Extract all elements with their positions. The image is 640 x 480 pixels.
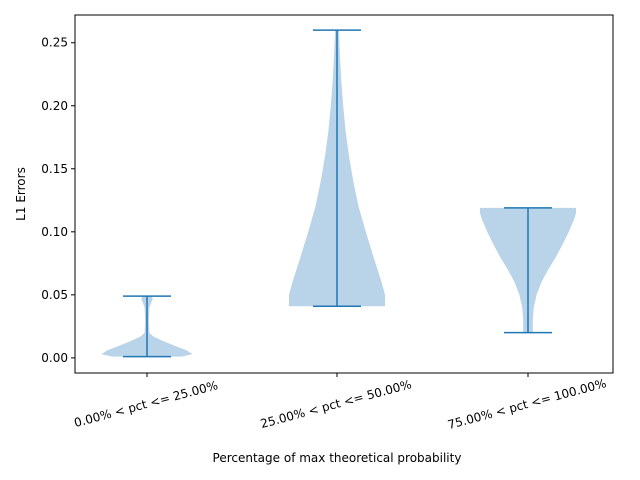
y-tick-label: 0.05	[41, 288, 68, 302]
x-tick-label: 25.00% < pct <= 50.00%	[259, 377, 413, 431]
plot-area	[101, 29, 576, 358]
y-axis-label: L1 Errors	[14, 167, 28, 221]
y-tick-label: 0.10	[41, 225, 68, 239]
x-axis-label: Percentage of max theoretical probabilit…	[213, 451, 462, 465]
x-tick-label: 75.00% < pct <= 100.00%	[446, 376, 608, 432]
x-axis: 0.00% < pct <= 25.00% 25.00% < pct <= 50.…	[73, 373, 608, 432]
plot-frame	[74, 14, 614, 374]
y-tick-label: 0.15	[41, 162, 68, 176]
y-tick-label: 0.20	[41, 99, 68, 113]
x-tick-label: 0.00% < pct <= 25.00%	[73, 378, 220, 430]
y-axis: 0.00 0.05 0.10 0.15 0.20 0.25	[41, 36, 75, 365]
y-tick-label: 0.25	[41, 36, 68, 50]
y-tick-label: 0.00	[41, 351, 68, 365]
